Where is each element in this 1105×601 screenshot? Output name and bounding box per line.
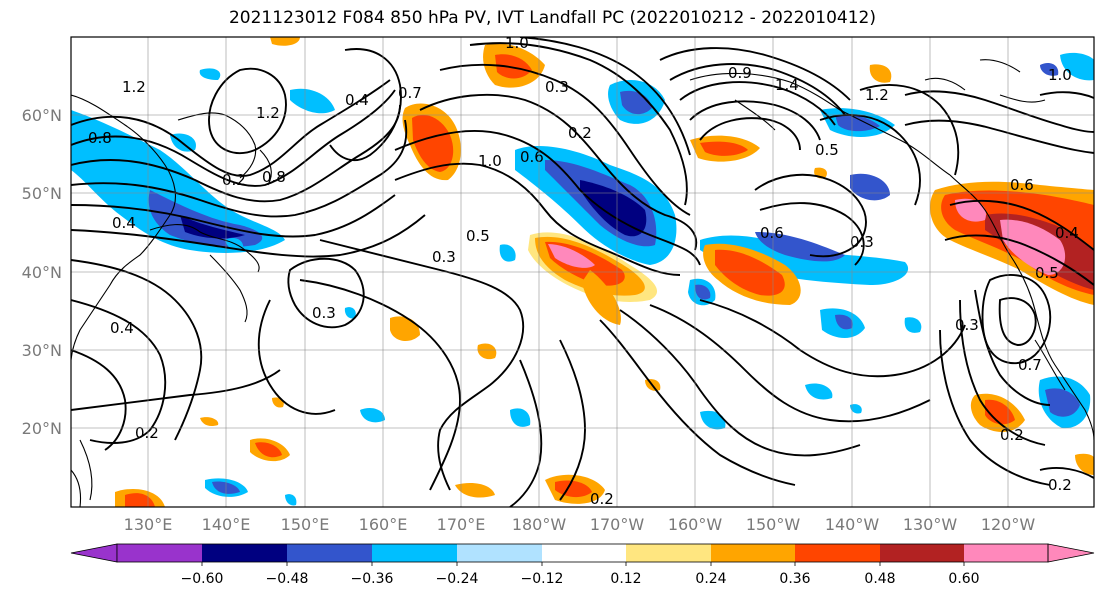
colorbar: −0.60 −0.48 −0.36 −0.24 −0.12 0.12 0.24 … — [70, 543, 1095, 587]
map-title: 2021123012 F084 850 hPa PV, IVT Landfall… — [228, 8, 876, 28]
contour-label: 1.4 — [775, 76, 799, 94]
map-panel: 1.2 1.2 0.8 0.2 0.8 0.4 0.4 0.4 0.7 1.0 … — [71, 34, 1094, 508]
map-frame — [70, 36, 1095, 508]
colorbar-tick-label: 0.24 — [695, 571, 726, 587]
contour-label: 0.9 — [728, 64, 752, 82]
colorbar-segment — [287, 544, 372, 562]
colorbar-tick-label: −0.48 — [266, 571, 309, 587]
colorbar-segment — [964, 544, 1048, 562]
lon-label: 170°E — [437, 515, 486, 534]
colorbar-tick-label: 0.12 — [610, 571, 641, 587]
lon-label: 160°W — [668, 515, 723, 534]
contour-label: 1.0 — [1048, 66, 1072, 84]
contour-label: 1.2 — [865, 86, 889, 104]
lon-label: 160°E — [359, 515, 408, 534]
lon-label: 130°W — [903, 515, 958, 534]
colorbar-segment — [117, 544, 202, 562]
contour-label: 0.5 — [1035, 264, 1059, 282]
contour-label: 0.4 — [112, 214, 136, 232]
latitude-labels: 60°N 50°N 40°N 30°N 20°N — [22, 106, 62, 438]
colorbar-tick-label: 0.60 — [948, 571, 979, 587]
colorbar-segment — [1047, 543, 1095, 563]
contour-label: 0.7 — [398, 84, 422, 102]
contour-label: 0.3 — [432, 248, 456, 266]
lon-label: 130°E — [124, 515, 173, 534]
contour-label: 0.3 — [955, 316, 979, 334]
contour-label: 0.8 — [88, 129, 112, 147]
lat-label: 20°N — [22, 419, 62, 438]
contour-label: 0.3 — [545, 78, 569, 96]
contour-label: 1.0 — [505, 34, 529, 52]
contour-label: 1.0 — [478, 152, 502, 170]
colorbar-tick-label: −0.36 — [351, 571, 394, 587]
colorbar-segment — [457, 544, 542, 562]
contour-label: 0.4 — [345, 91, 369, 109]
gridlines — [71, 37, 1094, 507]
contour-label: 0.5 — [815, 141, 839, 159]
contour-label: 0.8 — [262, 168, 286, 186]
lon-label: 140°W — [825, 515, 880, 534]
colorbar-segment — [795, 544, 880, 562]
contour-label: 0.4 — [1055, 224, 1079, 242]
contour-label: 0.6 — [1010, 176, 1034, 194]
contour-label: 0.4 — [110, 319, 134, 337]
lat-label: 30°N — [22, 341, 62, 360]
colorbar-tick-label: −0.60 — [181, 571, 224, 587]
colorbar-segment — [542, 544, 626, 562]
lon-label: 150°E — [281, 515, 330, 534]
colorbar-tick-label: −0.12 — [521, 571, 564, 587]
colorbar-segment — [626, 544, 711, 562]
contour-label: 0.7 — [1018, 356, 1042, 374]
contour-label: 0.2 — [222, 171, 246, 189]
contour-label: 0.5 — [466, 227, 490, 245]
colorbar-segment — [70, 543, 118, 563]
contour-label: 0.6 — [760, 224, 784, 242]
colorbar-tick-label: 0.48 — [864, 571, 895, 587]
lon-label: 170°W — [590, 515, 645, 534]
contour-label: 0.2 — [1000, 426, 1024, 444]
lon-label: 180°W — [512, 515, 567, 534]
colorbar-segment — [372, 544, 457, 562]
colorbar-tick-label: 0.36 — [779, 571, 810, 587]
lon-label: 140°E — [202, 515, 251, 534]
contour-label: 0.2 — [568, 124, 592, 142]
contour-label: 0.6 — [520, 148, 544, 166]
longitude-labels: 130°E 140°E 150°E 160°E 170°E 180°W 170°… — [124, 515, 1036, 534]
contour-label: 0.3 — [312, 304, 336, 322]
lon-label: 120°W — [981, 515, 1036, 534]
lat-label: 50°N — [22, 184, 62, 203]
colorbar-tick-label: −0.24 — [436, 571, 479, 587]
contour-label-group: 1.2 1.2 0.8 0.2 0.8 0.4 0.4 0.4 0.7 1.0 … — [88, 34, 1079, 508]
contour-label: 0.2 — [1048, 476, 1072, 494]
contour-label: 1.2 — [122, 78, 146, 96]
contour-lines — [71, 37, 1094, 507]
colorbar-segment — [711, 544, 795, 562]
contour-label: 0.2 — [135, 424, 159, 442]
lat-label: 60°N — [22, 106, 62, 125]
colorbar-segment — [880, 544, 964, 562]
contour-label: 0.3 — [850, 233, 874, 251]
lat-label: 40°N — [22, 263, 62, 282]
lon-label: 150°W — [746, 515, 801, 534]
contour-label: 1.2 — [256, 104, 280, 122]
colorbar-segment — [202, 544, 287, 562]
contour-label: 0.2 — [590, 490, 614, 508]
